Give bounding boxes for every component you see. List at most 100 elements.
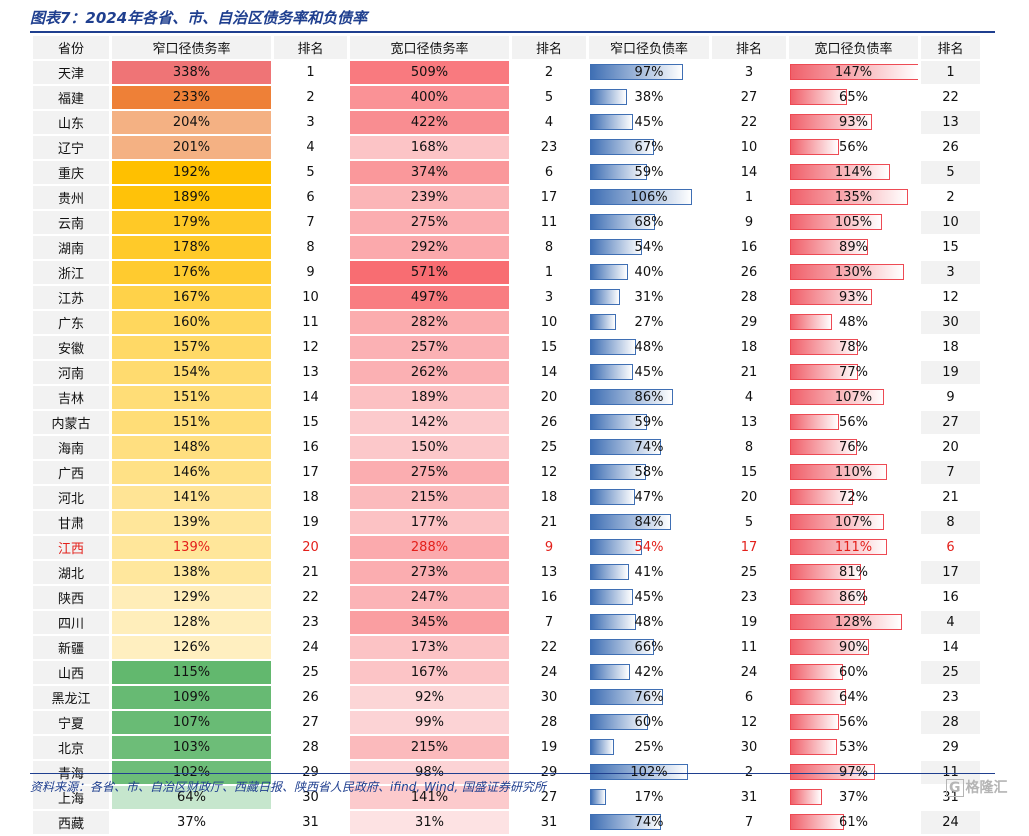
province-cell: 辽宁 bbox=[33, 136, 109, 161]
broad-liability-ratio-cell: 90% bbox=[789, 636, 918, 661]
broad-liability-bar bbox=[790, 814, 844, 830]
broad-liability-bar bbox=[790, 314, 832, 330]
narrow-debt-ratio-cell: 157% bbox=[112, 336, 271, 361]
broad-liability-bar bbox=[790, 464, 887, 480]
narrow-debt-rank-cell: 27 bbox=[274, 711, 347, 736]
narrow-liability-ratio-cell: 54% bbox=[589, 536, 709, 561]
narrow-liability-bar bbox=[590, 114, 633, 130]
narrow-liability-ratio-cell-value: 86% bbox=[634, 390, 664, 405]
broad-liability-ratio-cell-value: 128% bbox=[834, 615, 873, 630]
debt-ratio-table: 省份 窄口径债务率 排名 宽口径债务率 排名 窄口径负债率 排名 宽口径负债率 … bbox=[30, 36, 983, 836]
narrow-liability-rank-cell: 16 bbox=[712, 236, 786, 261]
header-province: 省份 bbox=[33, 36, 109, 61]
broad-liability-bar bbox=[790, 689, 846, 705]
broad-debt-ratio-cell: 173% bbox=[350, 636, 509, 661]
broad-debt-ratio-cell: 189% bbox=[350, 386, 509, 411]
broad-liability-ratio-cell-value: 111% bbox=[834, 540, 873, 555]
broad-liability-rank-cell: 4 bbox=[921, 611, 980, 636]
province-cell: 重庆 bbox=[33, 161, 109, 186]
narrow-liability-rank-cell: 23 bbox=[712, 586, 786, 611]
broad-liability-ratio-cell: 56% bbox=[789, 411, 918, 436]
narrow-liability-ratio-cell: 102% bbox=[589, 761, 709, 786]
narrow-liability-ratio-cell: 106% bbox=[589, 186, 709, 211]
table-row: 北京 103% 28 215% 19 25% 30 53% 29 bbox=[33, 736, 980, 761]
broad-debt-ratio-cell: 142% bbox=[350, 411, 509, 436]
narrow-debt-rank-cell: 10 bbox=[274, 286, 347, 311]
broad-liability-ratio-cell: 135% bbox=[789, 186, 918, 211]
broad-liability-rank-cell: 6 bbox=[921, 536, 980, 561]
broad-liability-bar bbox=[790, 739, 837, 755]
narrow-liability-rank-cell: 19 bbox=[712, 611, 786, 636]
narrow-liability-bar bbox=[590, 339, 636, 355]
broad-debt-ratio-cell: 177% bbox=[350, 511, 509, 536]
narrow-liability-rank-cell: 1 bbox=[712, 186, 786, 211]
table-row: 内蒙古 151% 15 142% 26 59% 13 56% 27 bbox=[33, 411, 980, 436]
broad-liability-rank-cell: 20 bbox=[921, 436, 980, 461]
broad-debt-rank-cell: 12 bbox=[512, 461, 586, 486]
narrow-liability-bar bbox=[590, 464, 646, 480]
table-row: 辽宁 201% 4 168% 23 67% 10 56% 26 bbox=[33, 136, 980, 161]
broad-liability-ratio-cell: 97% bbox=[789, 761, 918, 786]
broad-liability-ratio-cell: 89% bbox=[789, 236, 918, 261]
narrow-liability-ratio-cell-value: 76% bbox=[634, 690, 664, 705]
narrow-debt-ratio-cell: 126% bbox=[112, 636, 271, 661]
narrow-liability-ratio-cell: 38% bbox=[589, 86, 709, 111]
broad-liability-rank-cell: 28 bbox=[921, 711, 980, 736]
table-row: 吉林 151% 14 189% 20 86% 4 107% 9 bbox=[33, 386, 980, 411]
narrow-liability-rank-cell: 9 bbox=[712, 211, 786, 236]
broad-liability-ratio-cell: 48% bbox=[789, 311, 918, 336]
broad-liability-ratio-cell-value: 110% bbox=[834, 465, 873, 480]
broad-liability-bar bbox=[790, 339, 858, 355]
broad-liability-rank-cell: 7 bbox=[921, 461, 980, 486]
narrow-liability-ratio-cell: 48% bbox=[589, 611, 709, 636]
broad-debt-ratio-cell: 99% bbox=[350, 711, 509, 736]
source-rule bbox=[30, 773, 995, 774]
narrow-liability-bar bbox=[590, 214, 655, 230]
narrow-debt-ratio-cell: 160% bbox=[112, 311, 271, 336]
narrow-debt-rank-cell: 15 bbox=[274, 411, 347, 436]
broad-liability-ratio-cell: 86% bbox=[789, 586, 918, 611]
narrow-debt-rank-cell: 8 bbox=[274, 236, 347, 261]
broad-liability-bar bbox=[790, 789, 822, 805]
narrow-liability-rank-cell: 2 bbox=[712, 761, 786, 786]
province-cell: 四川 bbox=[33, 611, 109, 636]
broad-liability-bar bbox=[790, 639, 869, 655]
broad-liability-ratio-cell-value: 93% bbox=[839, 115, 868, 130]
narrow-liability-ratio-cell-value: 97% bbox=[634, 65, 664, 80]
narrow-debt-rank-cell: 26 bbox=[274, 686, 347, 711]
narrow-liability-ratio-cell-value: 54% bbox=[634, 240, 664, 255]
narrow-debt-ratio-cell: 138% bbox=[112, 561, 271, 586]
narrow-liability-ratio-cell-value: 67% bbox=[634, 140, 664, 155]
narrow-liability-rank-cell: 11 bbox=[712, 636, 786, 661]
table-row: 黑龙江 109% 26 92% 30 76% 6 64% 23 bbox=[33, 686, 980, 711]
broad-debt-ratio-cell: 571% bbox=[350, 261, 509, 286]
province-cell: 西藏 bbox=[33, 811, 109, 836]
narrow-liability-rank-cell: 14 bbox=[712, 161, 786, 186]
narrow-liability-ratio-cell-value: 45% bbox=[634, 115, 664, 130]
table-header-row: 省份 窄口径债务率 排名 宽口径债务率 排名 窄口径负债率 排名 宽口径负债率 … bbox=[33, 36, 980, 61]
narrow-liability-rank-cell: 7 bbox=[712, 811, 786, 836]
broad-debt-rank-cell: 21 bbox=[512, 511, 586, 536]
narrow-liability-ratio-cell-value: 40% bbox=[634, 265, 664, 280]
narrow-liability-ratio-cell: 45% bbox=[589, 111, 709, 136]
broad-debt-rank-cell: 14 bbox=[512, 361, 586, 386]
narrow-liability-bar bbox=[590, 739, 614, 755]
narrow-debt-rank-cell: 17 bbox=[274, 461, 347, 486]
broad-liability-ratio-cell-value: 60% bbox=[839, 665, 868, 680]
narrow-liability-bar bbox=[590, 639, 654, 655]
broad-debt-rank-cell: 23 bbox=[512, 136, 586, 161]
narrow-debt-rank-cell: 5 bbox=[274, 161, 347, 186]
broad-liability-ratio-cell-value: 93% bbox=[839, 290, 868, 305]
broad-debt-ratio-cell: 288% bbox=[350, 536, 509, 561]
narrow-liability-rank-cell: 6 bbox=[712, 686, 786, 711]
broad-debt-ratio-cell: 247% bbox=[350, 586, 509, 611]
narrow-liability-ratio-cell-value: 59% bbox=[634, 165, 664, 180]
broad-liability-ratio-cell: 107% bbox=[789, 386, 918, 411]
province-cell: 山东 bbox=[33, 111, 109, 136]
narrow-liability-ratio-cell: 54% bbox=[589, 236, 709, 261]
narrow-liability-rank-cell: 22 bbox=[712, 111, 786, 136]
broad-liability-ratio-cell-value: 147% bbox=[834, 65, 873, 80]
narrow-debt-rank-cell: 31 bbox=[274, 811, 347, 836]
narrow-debt-ratio-cell: 204% bbox=[112, 111, 271, 136]
narrow-liability-bar bbox=[590, 164, 647, 180]
